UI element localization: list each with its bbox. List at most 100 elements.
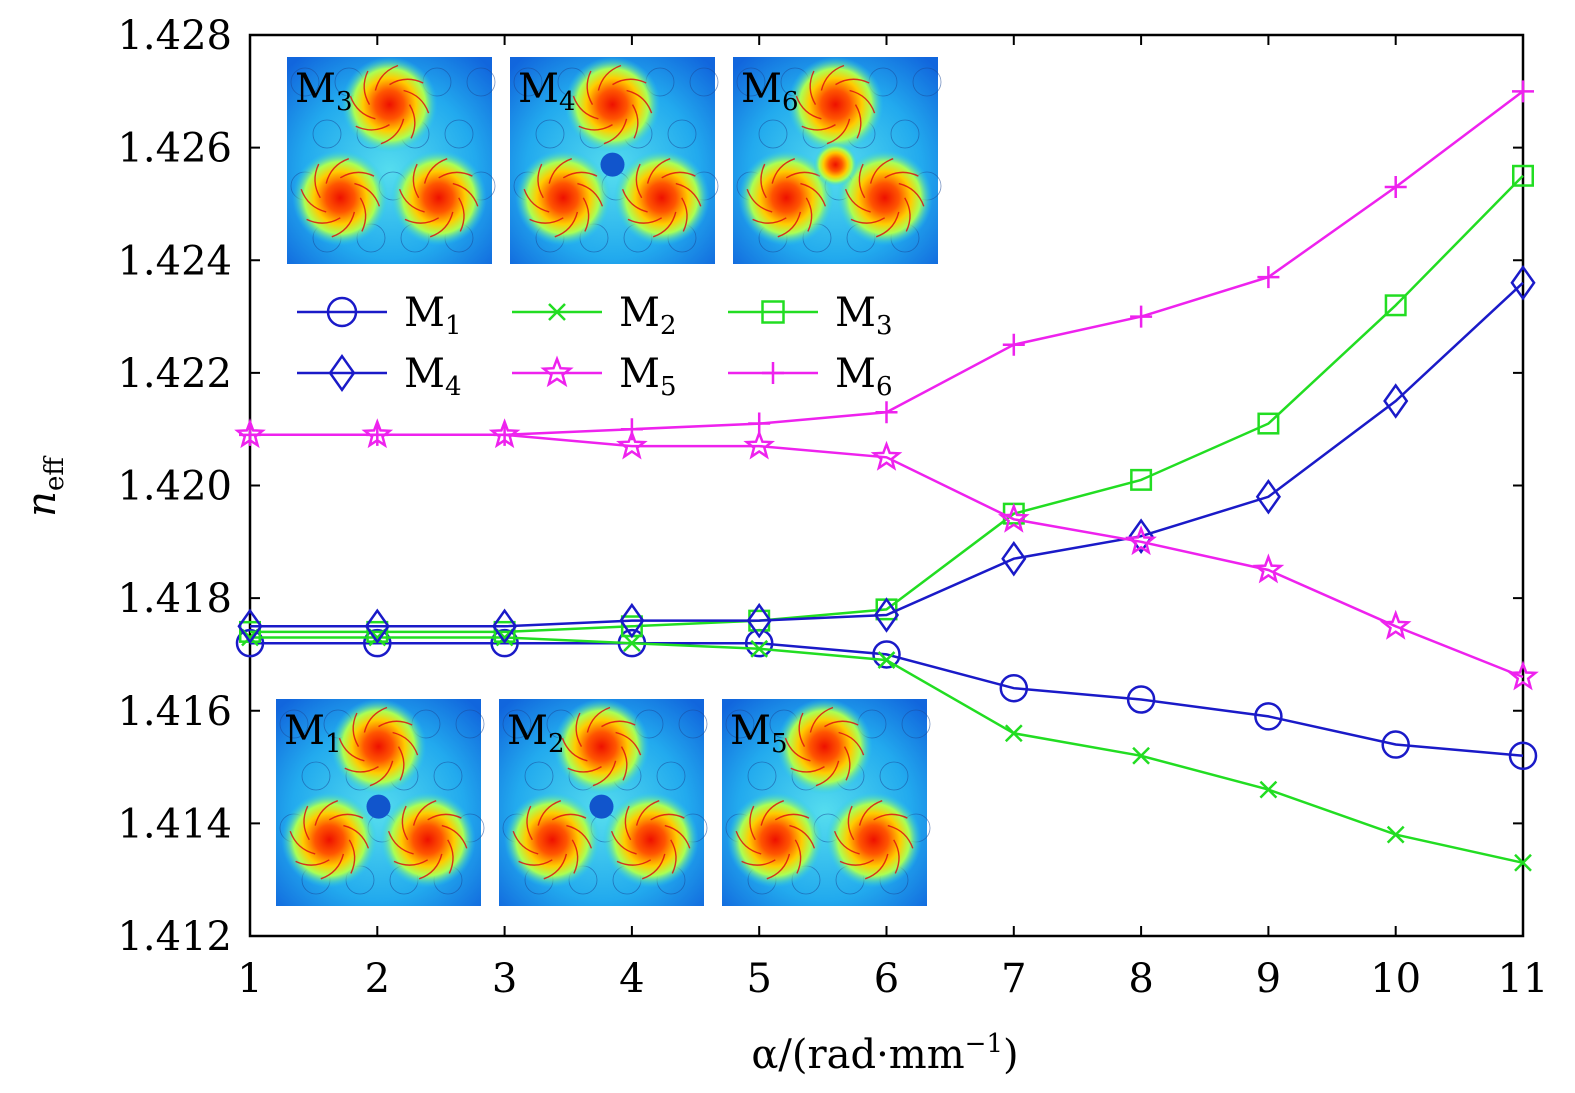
field-vector (363, 70, 371, 105)
marker-cross (623, 634, 641, 653)
field-lobe (341, 56, 438, 153)
field-vector (537, 800, 562, 826)
field-vector (458, 197, 465, 232)
marker-diamond (746, 602, 772, 639)
field-vector (441, 824, 468, 849)
marker-circle (1381, 730, 1410, 759)
field-vector (652, 211, 677, 238)
marker-square (1130, 468, 1153, 491)
field-vector (749, 805, 756, 841)
field-vector (548, 158, 573, 184)
x-tick-label: 6 (874, 956, 899, 1002)
air-hole (689, 67, 719, 97)
marker-star (997, 502, 1030, 533)
mode-profile-inset: M2 (499, 698, 708, 906)
marker-star (540, 355, 574, 388)
marker-plus (1512, 80, 1534, 103)
marker-diamond (328, 354, 356, 392)
field-vector (635, 163, 643, 199)
field-vector (760, 163, 767, 199)
field-vector (646, 158, 671, 184)
marker-cross (750, 639, 769, 658)
field-vector (408, 104, 416, 139)
air-hole (466, 67, 496, 97)
marker-cross (1132, 746, 1150, 765)
field-vector (601, 720, 636, 728)
y-tick-label: 1.420 (117, 464, 232, 510)
field-vector (760, 800, 785, 826)
series-line (250, 281, 1524, 628)
x-tick-label: 2 (365, 956, 390, 1002)
field-vector (864, 853, 889, 880)
legend-entry: M4 (297, 351, 462, 402)
marker-cross (1004, 724, 1023, 743)
series-M6 (239, 80, 1534, 446)
marker-circle (1126, 685, 1156, 714)
center-hole (366, 794, 391, 819)
field-vector (887, 824, 914, 849)
y-tick-label: 1.418 (117, 576, 232, 622)
field-vector (561, 737, 588, 762)
field-vector (512, 830, 539, 855)
legend: M1 M2 M3 M4 M5 M6 (297, 290, 893, 402)
marker-diamond (1001, 540, 1027, 577)
field-vector (664, 824, 691, 849)
x-tick-label: 11 (1498, 956, 1549, 1002)
field-lobe (613, 149, 710, 246)
field-vector (354, 182, 381, 207)
field-vector (452, 182, 479, 207)
field-lobe (836, 149, 933, 246)
inset-mode-label: M5 (730, 708, 788, 759)
air-hole (736, 67, 766, 97)
field-vector (529, 217, 564, 224)
field-vector (314, 800, 339, 826)
y-tick-label: 1.414 (117, 801, 232, 847)
field-vector (844, 188, 871, 213)
field-vector (824, 720, 859, 728)
air-hole (535, 119, 565, 149)
marker-plus (1257, 266, 1280, 289)
legend-label: M4 (404, 351, 462, 402)
marker-cross (1259, 780, 1278, 799)
field-vector (615, 731, 642, 756)
field-vector (554, 211, 579, 238)
marker-star (616, 429, 648, 460)
x-axis-label: α/(rad·mm−1) (751, 1029, 1018, 1078)
field-vector (586, 70, 594, 105)
field-lobe (727, 791, 824, 888)
marker-plus (620, 418, 643, 441)
field-vector (380, 118, 405, 145)
field-vector (624, 805, 632, 841)
field-lobe (504, 791, 601, 888)
field-vector (809, 70, 817, 105)
field-vector (562, 171, 598, 179)
field-vector (650, 813, 685, 821)
marker-star (870, 440, 903, 471)
field-vector (314, 163, 321, 199)
marker-diamond (873, 597, 900, 633)
field-vector (858, 163, 866, 199)
field-vector (392, 731, 419, 756)
marker-plus (762, 362, 784, 384)
air-hole (747, 761, 777, 791)
field-vector (627, 217, 663, 224)
field-vector (438, 171, 473, 179)
marker-star (1379, 609, 1412, 640)
marker-star (1125, 525, 1157, 556)
field-vector (295, 859, 330, 866)
field-vector (393, 859, 429, 866)
field-lobe (776, 698, 873, 795)
field-lobe (787, 56, 884, 153)
field-vector (741, 859, 776, 866)
mode-profile-inset: M1 (276, 698, 485, 906)
field-vector (566, 824, 593, 849)
marker-diamond (364, 608, 390, 645)
marker-diamond (492, 608, 518, 645)
field-vector (635, 800, 660, 826)
marker-square (1512, 164, 1534, 187)
field-vector (359, 197, 367, 232)
field-vector (387, 830, 414, 855)
y-tick-label: 1.422 (117, 351, 232, 397)
field-vector (849, 89, 876, 114)
series-line (250, 641, 1524, 758)
